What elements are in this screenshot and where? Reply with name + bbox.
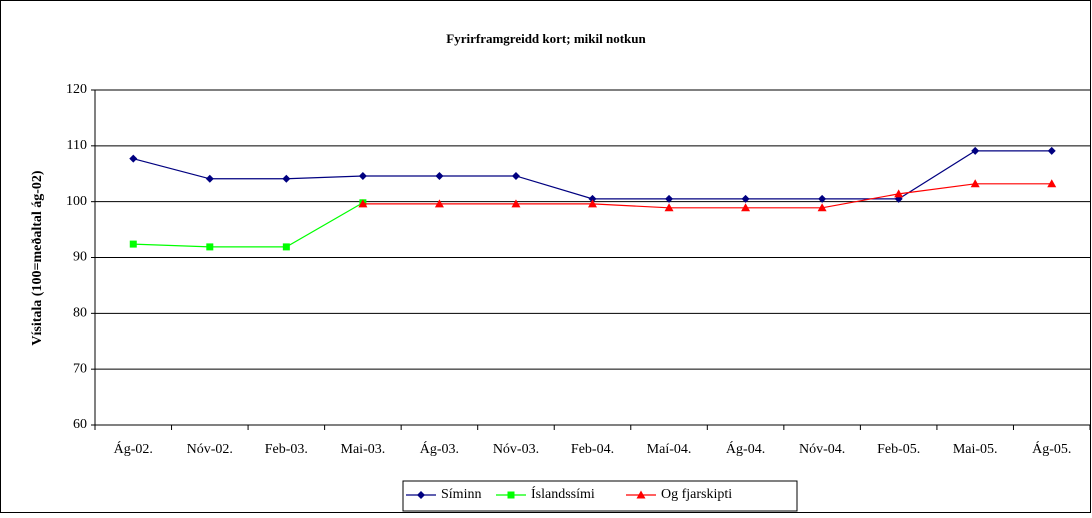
y-tick-label: 110 (67, 138, 87, 153)
marker (1047, 179, 1057, 188)
y-tick-label: 60 (73, 417, 87, 432)
marker (741, 203, 751, 212)
y-tick-label: 120 (66, 82, 87, 97)
marker (818, 194, 827, 203)
marker (588, 199, 597, 208)
y-tick-label: 70 (73, 361, 87, 376)
x-tick-label: Nóv-02. (187, 442, 233, 457)
chart-title: Fyrirframgreidd kort; mikil notkun (446, 31, 646, 46)
legend-label: Íslandssími (531, 485, 595, 502)
marker (588, 194, 597, 203)
marker (435, 171, 444, 180)
marker (129, 154, 138, 163)
x-tick-label: Feb-03. (265, 442, 308, 457)
marker (1047, 146, 1056, 155)
x-tick-label: Ág-04. (726, 440, 765, 457)
y-axis-label: Vísitala (100=meðaltal ág-02) (29, 170, 45, 346)
marker (741, 194, 750, 203)
marker (205, 174, 214, 183)
y-tick-label: 90 (73, 250, 87, 265)
marker (970, 179, 980, 188)
x-tick-label: Nóv-03. (493, 442, 539, 457)
x-tick-label: Mai-05. (953, 442, 998, 457)
marker (665, 194, 674, 203)
marker (434, 199, 444, 208)
marker (636, 490, 646, 499)
marker (417, 491, 425, 499)
marker (511, 171, 520, 180)
marker (206, 243, 214, 251)
marker (971, 146, 980, 155)
marker (894, 189, 904, 198)
marker (817, 203, 827, 212)
y-tick-label: 100 (66, 194, 87, 209)
x-tick-label: Ág-03. (420, 440, 459, 457)
x-tick-label: Feb-05. (877, 442, 920, 457)
marker (507, 491, 515, 499)
x-tick-label: Mai-03. (341, 442, 386, 457)
series-line (133, 202, 364, 248)
marker (511, 199, 521, 208)
x-tick-label: Feb-04. (571, 442, 614, 457)
marker (282, 243, 290, 251)
x-tick-label: Nóv-04. (799, 442, 845, 457)
x-tick-label: Maí-04. (647, 442, 692, 457)
series-line (362, 183, 1052, 209)
y-tick-label: 80 (73, 306, 87, 321)
legend-box (402, 480, 798, 512)
x-tick-label: Ág-02. (114, 440, 153, 457)
marker (358, 199, 368, 208)
legend-label: Og fjarskipti (661, 487, 732, 502)
marker (129, 240, 137, 248)
marker (664, 203, 674, 212)
x-tick-label: Ág-05. (1032, 440, 1071, 457)
legend-label: Síminn (441, 487, 481, 502)
marker (358, 171, 367, 180)
marker (282, 174, 291, 183)
